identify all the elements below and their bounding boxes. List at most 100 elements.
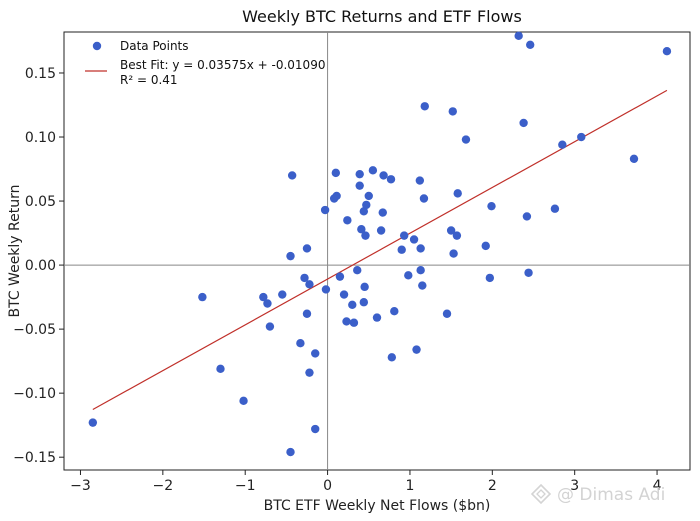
data-point bbox=[452, 231, 462, 240]
y-tick-label: −0.15 bbox=[13, 450, 56, 466]
plot-frame bbox=[63, 31, 691, 471]
x-axis-title: BTC ETF Weekly Net Flows ($bn) bbox=[264, 498, 491, 514]
data-point bbox=[372, 313, 382, 322]
data-point bbox=[420, 102, 429, 111]
data-point bbox=[265, 322, 275, 331]
data-point bbox=[321, 285, 331, 294]
y-tick-label: −0.10 bbox=[13, 386, 56, 402]
data-point bbox=[379, 171, 388, 180]
data-point bbox=[311, 424, 320, 434]
x-axis-ticks: −3 −2 −1 0 1 2 3 4 bbox=[70, 470, 662, 494]
data-point bbox=[339, 290, 349, 299]
data-point bbox=[519, 118, 528, 128]
data-point bbox=[418, 281, 427, 290]
data-point bbox=[448, 107, 457, 116]
data-point bbox=[355, 169, 364, 179]
data-point bbox=[353, 266, 362, 275]
data-point bbox=[378, 208, 387, 217]
data-point bbox=[446, 226, 456, 235]
data-point bbox=[263, 299, 272, 308]
data-point bbox=[348, 300, 357, 309]
data-point bbox=[376, 226, 386, 235]
data-point bbox=[361, 231, 370, 240]
data-point bbox=[404, 271, 413, 280]
data-point bbox=[300, 273, 309, 283]
data-point bbox=[526, 40, 535, 50]
legend-label-best-fit: Best Fit: y = 0.03575x + -0.01090 bbox=[120, 58, 325, 72]
data-point bbox=[522, 212, 532, 221]
data-point bbox=[320, 205, 330, 215]
data-point bbox=[662, 47, 672, 56]
data-point bbox=[558, 140, 567, 149]
data-point bbox=[629, 154, 639, 163]
x-tick-label: 3 bbox=[570, 478, 579, 494]
x-tick-label: 2 bbox=[488, 478, 497, 494]
chart-title: Weekly BTC Returns and ETF Flows bbox=[242, 7, 522, 26]
x-tick-label: 0 bbox=[323, 478, 332, 494]
data-point bbox=[550, 204, 560, 213]
y-tick-label: 0.10 bbox=[25, 130, 56, 146]
data-point bbox=[286, 251, 295, 261]
data-point bbox=[287, 171, 297, 180]
data-point bbox=[485, 273, 495, 283]
data-point bbox=[461, 135, 471, 144]
data-point bbox=[198, 292, 207, 302]
data-point bbox=[286, 447, 295, 457]
y-tick-label: 0.00 bbox=[25, 258, 56, 274]
plot-area bbox=[63, 31, 691, 471]
data-point bbox=[390, 306, 399, 316]
y-axis-ticks: −0.15 −0.10 −0.05 0.00 0.05 0.10 0.15 bbox=[13, 66, 64, 466]
data-point bbox=[88, 418, 98, 427]
data-point bbox=[302, 309, 312, 318]
legend-label-data-points: Data Points bbox=[120, 39, 189, 53]
data-point bbox=[368, 166, 378, 175]
data-point bbox=[216, 364, 225, 374]
data-point bbox=[399, 231, 409, 240]
x-tick-label: −1 bbox=[235, 478, 256, 494]
data-point bbox=[415, 176, 425, 185]
data-point bbox=[311, 349, 320, 358]
data-point bbox=[331, 168, 341, 178]
data-point bbox=[362, 200, 371, 210]
data-point bbox=[335, 272, 345, 281]
best-fit-line-layer bbox=[92, 89, 668, 411]
data-point bbox=[409, 235, 419, 244]
data-point bbox=[359, 207, 369, 216]
data-point bbox=[349, 318, 359, 327]
data-point bbox=[359, 298, 369, 307]
data-point bbox=[305, 280, 314, 289]
data-point bbox=[296, 339, 305, 348]
reference-lines bbox=[64, 32, 690, 470]
x-tick-label: 1 bbox=[405, 478, 414, 494]
watermark: @ Dimas Adi bbox=[530, 483, 665, 505]
data-point bbox=[416, 266, 425, 275]
data-point bbox=[305, 368, 314, 377]
data-point bbox=[481, 241, 490, 251]
data-point bbox=[453, 189, 462, 198]
data-point bbox=[360, 282, 369, 292]
x-tick-label: 4 bbox=[653, 478, 662, 494]
data-point bbox=[357, 225, 366, 234]
y-tick-label: 0.15 bbox=[25, 66, 56, 82]
legend-label-r-squared: R² = 0.41 bbox=[120, 73, 178, 87]
data-point bbox=[343, 216, 352, 225]
data-point bbox=[577, 132, 586, 142]
data-point bbox=[332, 191, 341, 201]
data-point bbox=[514, 31, 523, 41]
data-point bbox=[416, 244, 425, 253]
data-point bbox=[355, 181, 364, 190]
data-point bbox=[386, 175, 396, 184]
data-point bbox=[524, 268, 533, 277]
data-point bbox=[387, 353, 397, 362]
data-point bbox=[419, 194, 429, 203]
data-point bbox=[239, 396, 248, 406]
data-point bbox=[278, 290, 287, 299]
data-point bbox=[364, 191, 373, 201]
watermark-logo-icon bbox=[530, 483, 552, 505]
data-point bbox=[259, 292, 268, 302]
data-point bbox=[487, 201, 496, 211]
data-point bbox=[342, 317, 351, 326]
x-tick-label: −2 bbox=[153, 478, 174, 494]
legend: Data Points Best Fit: y = 0.03575x + -0.… bbox=[85, 39, 325, 87]
y-tick-label: 0.05 bbox=[25, 194, 56, 210]
